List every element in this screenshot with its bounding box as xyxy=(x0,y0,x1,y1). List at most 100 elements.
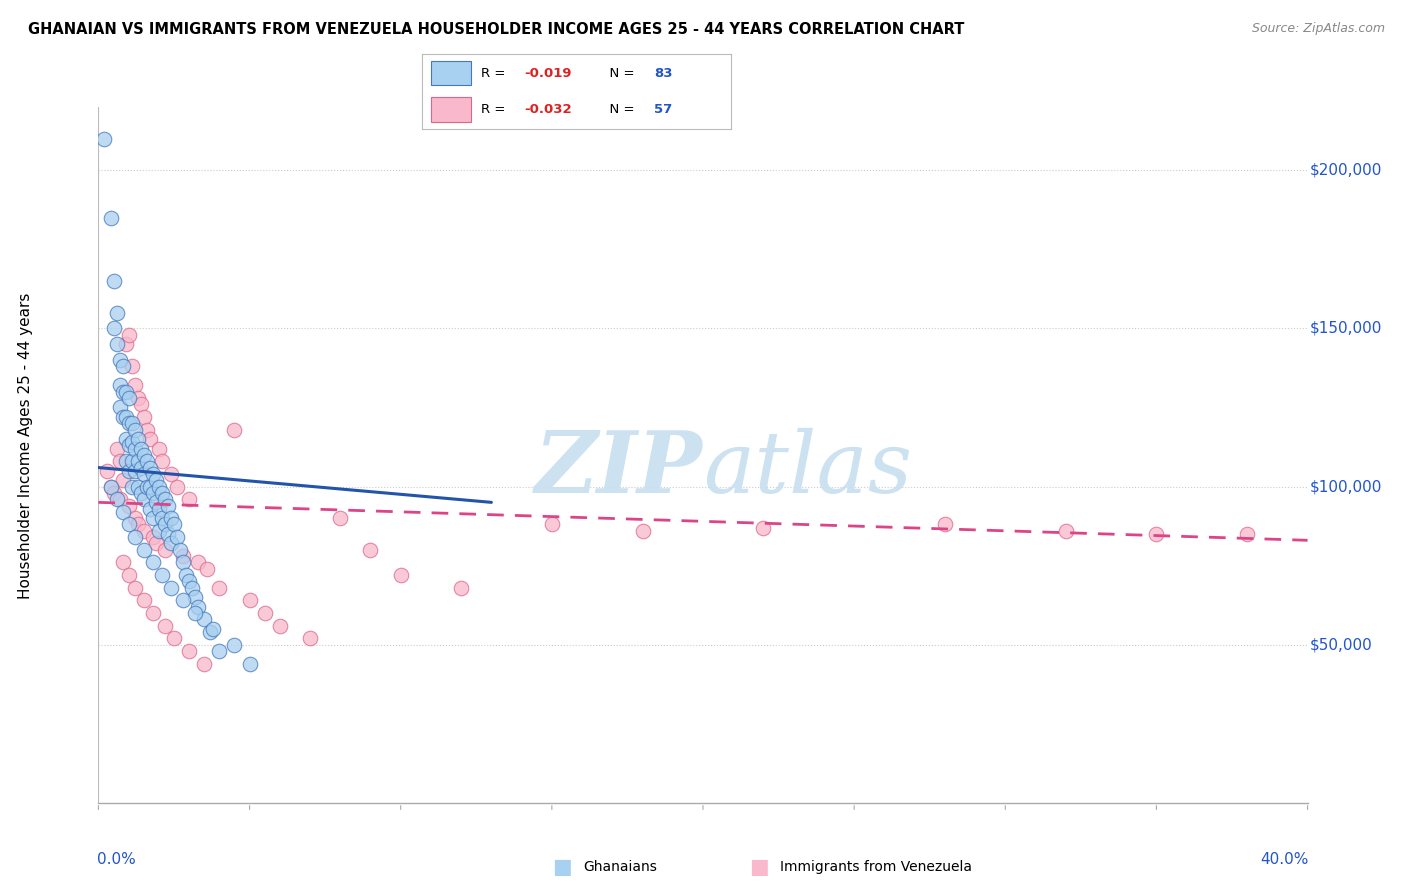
Point xyxy=(124,530,146,544)
Point xyxy=(169,542,191,557)
Point xyxy=(118,391,141,405)
Text: Householder Income Ages 25 - 44 years: Householder Income Ages 25 - 44 years xyxy=(18,293,32,599)
Point xyxy=(127,479,149,493)
Point xyxy=(195,562,218,576)
Point xyxy=(156,527,179,541)
Point xyxy=(142,511,165,525)
Point xyxy=(172,549,194,563)
Point xyxy=(105,337,128,351)
Point xyxy=(450,581,472,595)
Text: N =: N = xyxy=(602,67,638,79)
Point xyxy=(103,274,125,288)
Point xyxy=(150,568,173,582)
Text: 83: 83 xyxy=(654,67,672,79)
Point xyxy=(100,479,122,493)
Point xyxy=(239,657,262,671)
Point xyxy=(127,517,149,532)
Point xyxy=(239,593,262,607)
Point xyxy=(253,606,276,620)
Point xyxy=(114,384,136,399)
Point xyxy=(142,486,165,500)
Point xyxy=(172,556,194,570)
Text: 57: 57 xyxy=(654,103,672,116)
Point xyxy=(118,438,141,452)
Point xyxy=(150,511,173,525)
Point xyxy=(187,599,209,614)
Point xyxy=(111,359,134,374)
Point xyxy=(153,618,176,632)
Point xyxy=(121,359,143,374)
Point xyxy=(105,305,128,319)
Bar xyxy=(432,62,471,86)
Point xyxy=(121,454,143,468)
Point xyxy=(135,423,157,437)
Point xyxy=(166,530,188,544)
Point xyxy=(132,492,155,507)
Point xyxy=(202,622,225,636)
Point xyxy=(540,517,562,532)
Text: R =: R = xyxy=(481,67,509,79)
Point xyxy=(132,467,155,481)
Point xyxy=(127,391,149,405)
Point xyxy=(129,397,152,411)
Point xyxy=(224,423,246,437)
Point xyxy=(139,432,162,446)
Point xyxy=(124,423,146,437)
Point xyxy=(187,556,209,570)
Point xyxy=(193,612,215,626)
Point xyxy=(96,464,118,478)
Point xyxy=(124,511,146,525)
Point xyxy=(142,530,165,544)
Point xyxy=(174,568,197,582)
Point xyxy=(153,517,176,532)
Point xyxy=(103,321,125,335)
Point xyxy=(148,442,170,456)
Point xyxy=(127,432,149,446)
Point xyxy=(129,460,152,475)
Point xyxy=(111,505,134,519)
Point xyxy=(1236,527,1258,541)
Point xyxy=(118,417,141,431)
Text: ■: ■ xyxy=(553,857,572,877)
Point xyxy=(163,517,186,532)
Point xyxy=(193,657,215,671)
Point xyxy=(105,492,128,507)
Point xyxy=(153,542,176,557)
Point xyxy=(124,442,146,456)
Text: $100,000: $100,000 xyxy=(1310,479,1382,494)
Point xyxy=(118,464,141,478)
Point xyxy=(163,632,186,646)
Point xyxy=(132,448,155,462)
Point xyxy=(114,409,136,424)
Point xyxy=(135,454,157,468)
Point xyxy=(184,591,207,605)
Point xyxy=(184,606,207,620)
Point xyxy=(150,486,173,500)
Point xyxy=(1054,524,1077,538)
Point xyxy=(360,542,382,557)
Point xyxy=(160,511,183,525)
Point xyxy=(139,479,162,493)
Point xyxy=(160,467,183,481)
Text: -0.019: -0.019 xyxy=(524,67,571,79)
Point xyxy=(139,501,162,516)
Point xyxy=(118,517,141,532)
Point xyxy=(148,479,170,493)
Point xyxy=(103,486,125,500)
Point xyxy=(752,521,775,535)
Point xyxy=(200,625,222,640)
Point xyxy=(132,409,155,424)
Text: 0.0%: 0.0% xyxy=(97,852,136,866)
Point xyxy=(100,479,122,493)
Point xyxy=(93,131,115,145)
Point xyxy=(142,556,165,570)
Point xyxy=(145,536,167,550)
Point xyxy=(105,442,128,456)
Point xyxy=(208,644,231,658)
Point xyxy=(160,536,183,550)
Text: $200,000: $200,000 xyxy=(1310,163,1382,178)
Point xyxy=(108,401,131,415)
Point xyxy=(100,211,122,225)
Point xyxy=(121,435,143,450)
Text: $50,000: $50,000 xyxy=(1310,637,1372,652)
